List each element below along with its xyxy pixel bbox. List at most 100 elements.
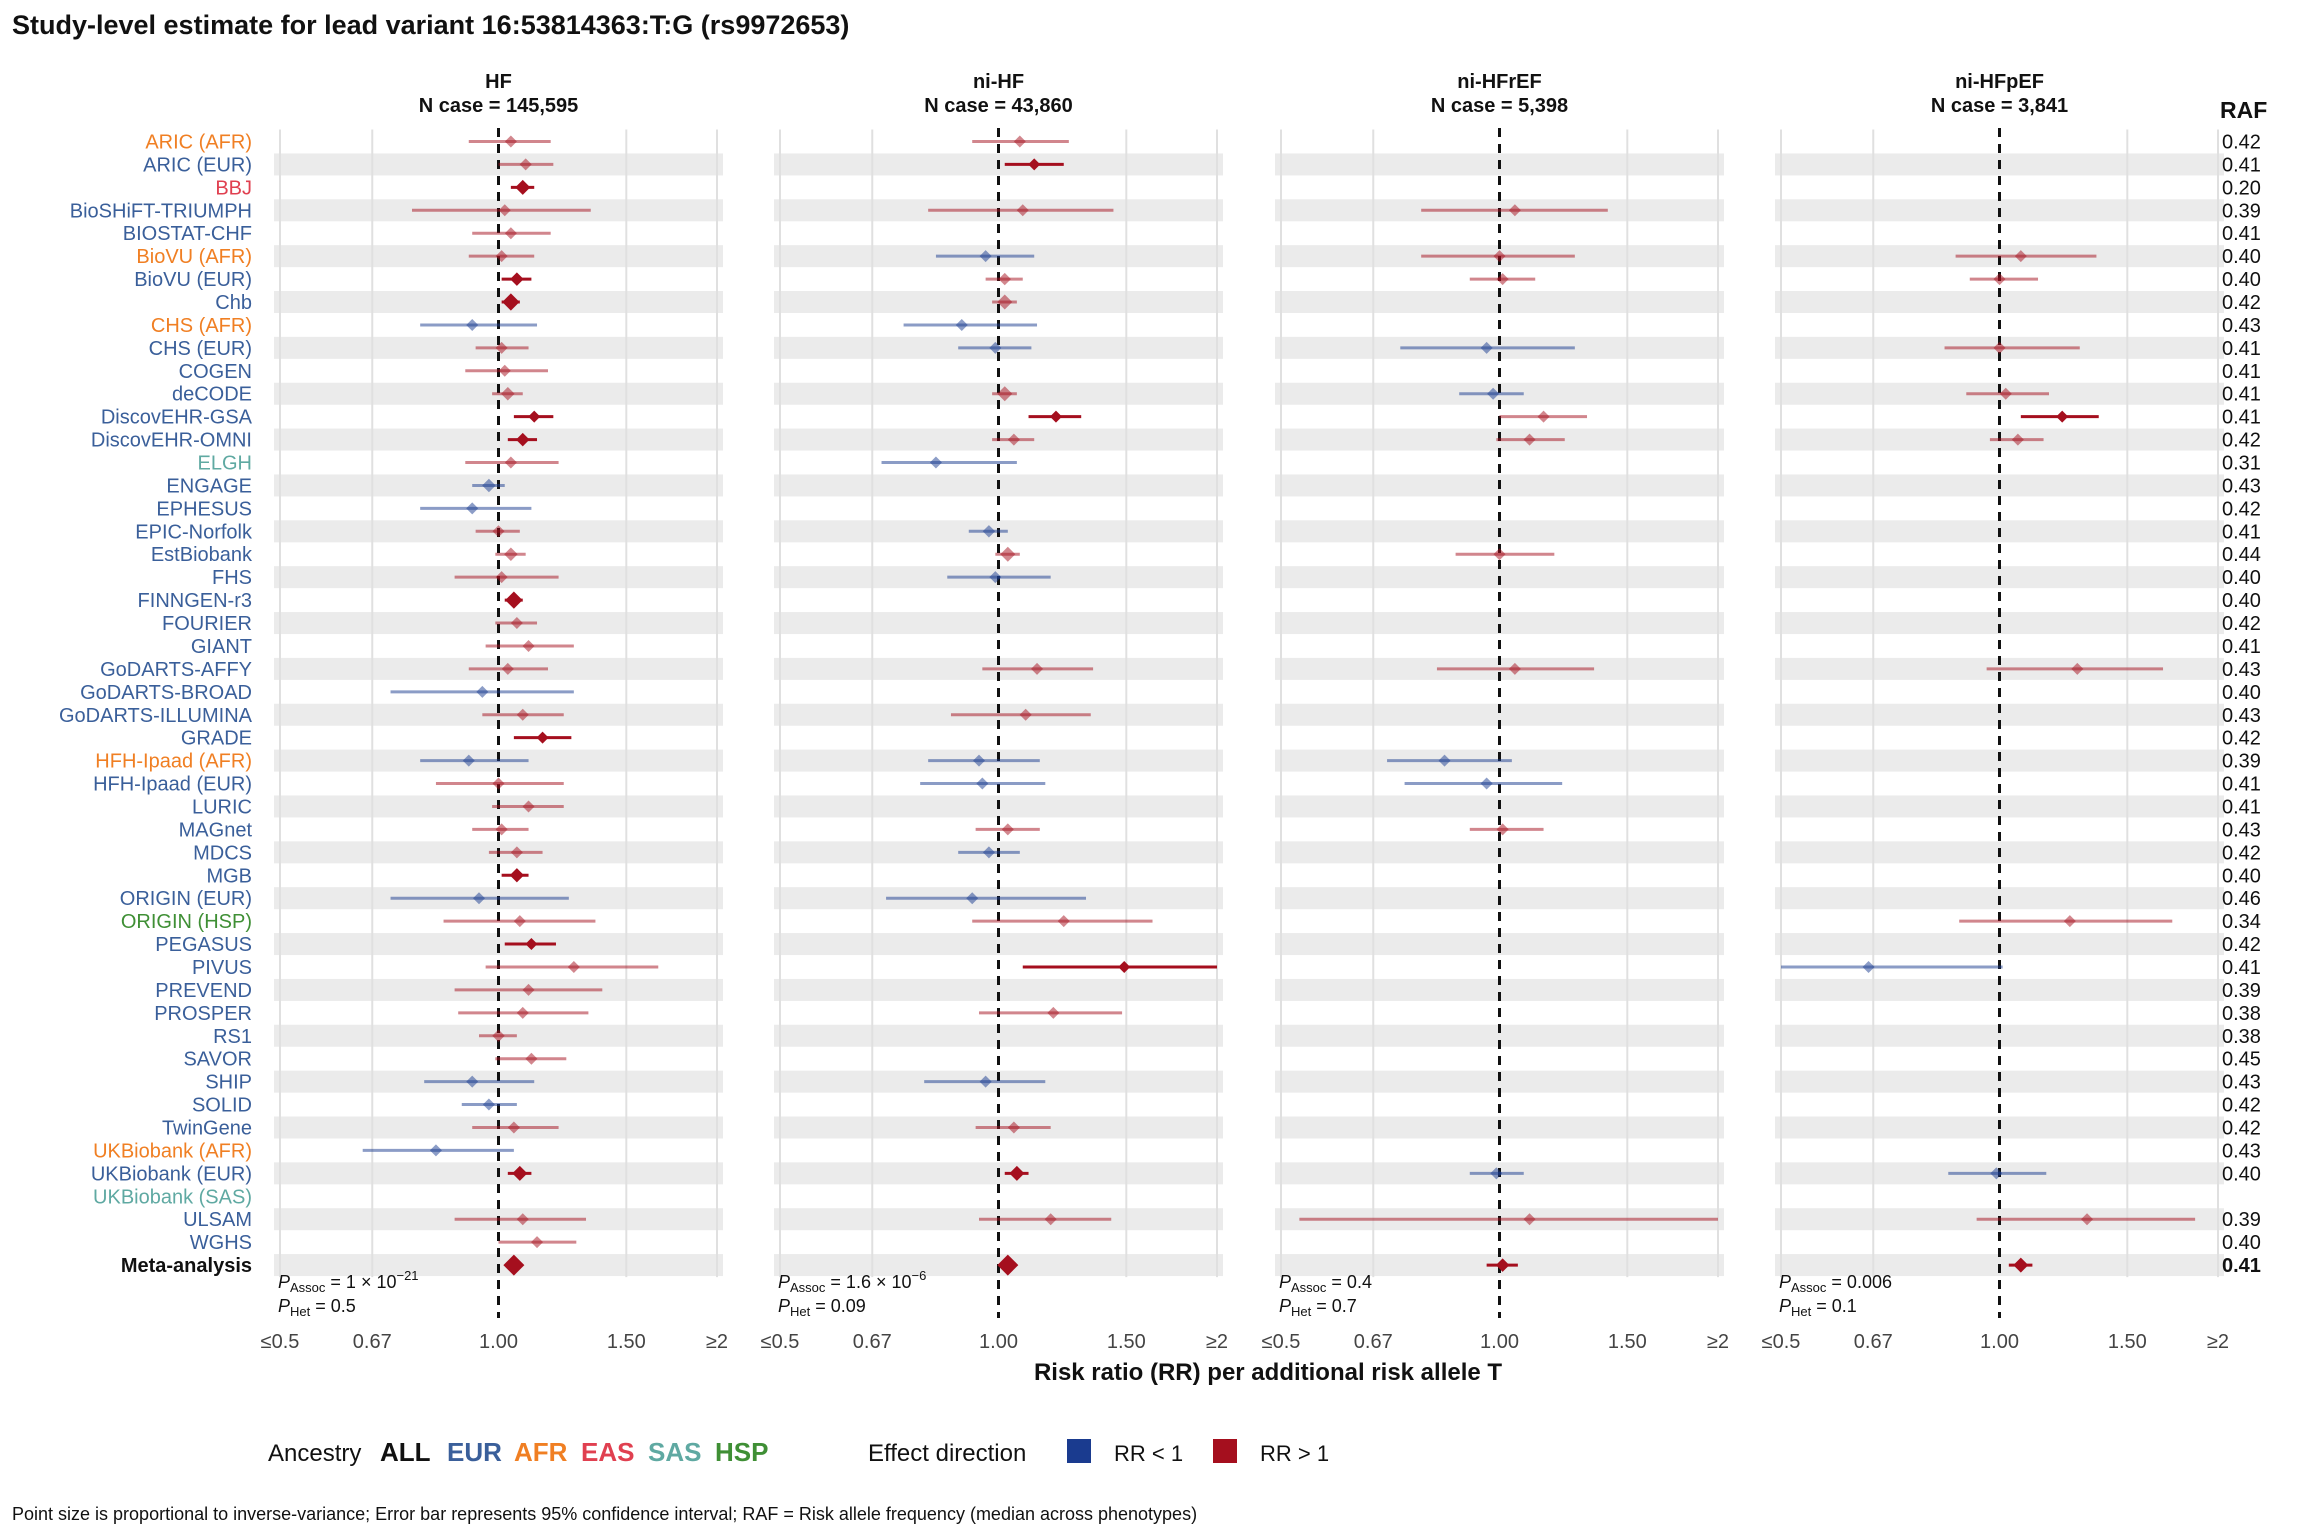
study-label: COGEN bbox=[179, 361, 252, 383]
study-label: ENGAGE bbox=[166, 475, 252, 497]
point-estimate bbox=[1001, 823, 1014, 836]
x-tick-label: ≤0.5 bbox=[1762, 1331, 1801, 1353]
raf-value: 0.42 bbox=[2222, 292, 2261, 314]
study-label: UKBiobank (EUR) bbox=[91, 1163, 252, 1185]
point-estimate bbox=[997, 1254, 1019, 1276]
figure-title: Study-level estimate for lead variant 16… bbox=[12, 10, 849, 40]
raf-value: 0.41 bbox=[2222, 1255, 2261, 1277]
study-label: LURIC bbox=[192, 796, 252, 818]
point-estimate bbox=[2063, 915, 2076, 928]
point-estimate bbox=[976, 777, 989, 790]
point-estimate bbox=[505, 591, 523, 609]
panel-title: ni-HF bbox=[973, 71, 1024, 93]
point-estimate bbox=[955, 318, 968, 331]
point-estimate bbox=[515, 179, 531, 195]
raf-value: 0.44 bbox=[2222, 544, 2261, 566]
raf-value: 0.43 bbox=[2222, 315, 2261, 337]
raf-value: 0.42 bbox=[2222, 1117, 2261, 1139]
p-het-text: PHet = 0.5 bbox=[278, 1296, 356, 1319]
point-estimate bbox=[1009, 1165, 1025, 1181]
row-band bbox=[1775, 1070, 2224, 1093]
point-estimate bbox=[528, 410, 541, 423]
row-band bbox=[1775, 291, 2224, 314]
panel-n-case: N case = 5,398 bbox=[1431, 95, 1568, 117]
point-estimate bbox=[1057, 915, 1070, 928]
point-estimate bbox=[1496, 273, 1509, 286]
point-estimate bbox=[2071, 662, 2084, 675]
point-estimate bbox=[1013, 135, 1026, 148]
raf-value: 0.40 bbox=[2222, 246, 2261, 268]
study-label: ORIGIN (HSP) bbox=[121, 911, 252, 933]
raf-value: 0.42 bbox=[2222, 132, 2261, 154]
point-estimate bbox=[982, 525, 996, 538]
point-estimate bbox=[2013, 1257, 2029, 1273]
point-estimate bbox=[1000, 546, 1016, 562]
panel-ni-hf: ni-HFN case = 43,860 PAssoc = 1.6 × 10−6P… bbox=[761, 71, 1228, 1353]
point-estimate bbox=[2014, 250, 2027, 263]
point-estimate bbox=[472, 892, 485, 905]
legend-ancestry-hsp: HSP bbox=[715, 1437, 768, 1467]
point-estimate bbox=[1438, 754, 1451, 767]
study-label: MGB bbox=[206, 865, 252, 887]
point-estimate bbox=[466, 318, 479, 331]
point-estimate bbox=[989, 341, 1002, 354]
row-band bbox=[1275, 612, 1724, 635]
study-label: CHS (EUR) bbox=[149, 338, 252, 360]
study-label: GoDARTS-AFFY bbox=[100, 659, 252, 681]
point-estimate bbox=[522, 983, 535, 996]
x-axis-label: Risk ratio (RR) per additional risk alle… bbox=[1034, 1359, 1502, 1386]
point-estimate bbox=[498, 204, 511, 217]
raf-header: RAF bbox=[2220, 97, 2267, 123]
study-label: ARIC (EUR) bbox=[143, 154, 252, 176]
point-estimate bbox=[1480, 777, 1493, 790]
study-label: deCODE bbox=[172, 384, 252, 406]
x-tick-label: ≥2 bbox=[1707, 1331, 1729, 1353]
raf-value: 0.42 bbox=[2222, 613, 2261, 635]
point-estimate bbox=[2081, 1213, 2094, 1226]
legend-effect-up: RR > 1 bbox=[1260, 1441, 1329, 1466]
point-estimate bbox=[513, 915, 526, 928]
point-estimate bbox=[510, 272, 524, 286]
point-estimate bbox=[525, 938, 538, 951]
raf-value: 0.39 bbox=[2222, 980, 2261, 1002]
raf-value: 0.41 bbox=[2222, 957, 2261, 979]
panel-title: ni-HFrEF bbox=[1457, 71, 1541, 93]
point-estimate bbox=[536, 731, 549, 744]
study-label: PREVEND bbox=[155, 980, 252, 1002]
raf-value: 0.43 bbox=[2222, 1072, 2261, 1094]
raf-value: 0.43 bbox=[2222, 475, 2261, 497]
raf-value: 0.42 bbox=[2222, 498, 2261, 520]
point-estimate bbox=[503, 1254, 525, 1276]
x-tick-label: 1.50 bbox=[607, 1331, 646, 1353]
x-tick-label: 1.00 bbox=[1980, 1331, 2019, 1353]
study-label: BioSHiFT-TRIUMPH bbox=[70, 200, 252, 222]
x-tick-label: 0.67 bbox=[853, 1331, 892, 1353]
raf-value: 0.46 bbox=[2222, 888, 2261, 910]
row-band bbox=[1275, 1070, 1724, 1093]
study-label: ORIGIN (EUR) bbox=[120, 888, 252, 910]
raf-value: 0.41 bbox=[2222, 338, 2261, 360]
row-bands bbox=[274, 153, 2224, 1277]
point-estimate bbox=[1047, 1006, 1060, 1019]
raf-value: 0.41 bbox=[2222, 154, 2261, 176]
study-label: ARIC (AFR) bbox=[145, 132, 252, 154]
raf-value: 0.38 bbox=[2222, 1003, 2261, 1025]
point-estimate bbox=[466, 502, 479, 515]
x-tick-label: 0.67 bbox=[1854, 1331, 1893, 1353]
point-estimate bbox=[516, 708, 529, 721]
x-tick-label: 0.67 bbox=[353, 1331, 392, 1353]
x-tick-label: ≤0.5 bbox=[1262, 1331, 1301, 1353]
legend-ancestry-sas: SAS bbox=[648, 1437, 701, 1467]
row-band bbox=[774, 612, 1223, 635]
point-estimate bbox=[1537, 410, 1550, 423]
study-label: BBJ bbox=[215, 177, 252, 199]
x-tick-label: 1.00 bbox=[479, 1331, 518, 1353]
legend-swatch bbox=[1213, 1439, 1237, 1463]
raf-value: 0.42 bbox=[2222, 934, 2261, 956]
point-estimate bbox=[929, 456, 942, 469]
raf-value: 0.43 bbox=[2222, 705, 2261, 727]
x-tick-label: 0.67 bbox=[1354, 1331, 1393, 1353]
point-estimate bbox=[1999, 387, 2012, 400]
study-label: HFH-Ipaad (AFR) bbox=[95, 751, 252, 773]
